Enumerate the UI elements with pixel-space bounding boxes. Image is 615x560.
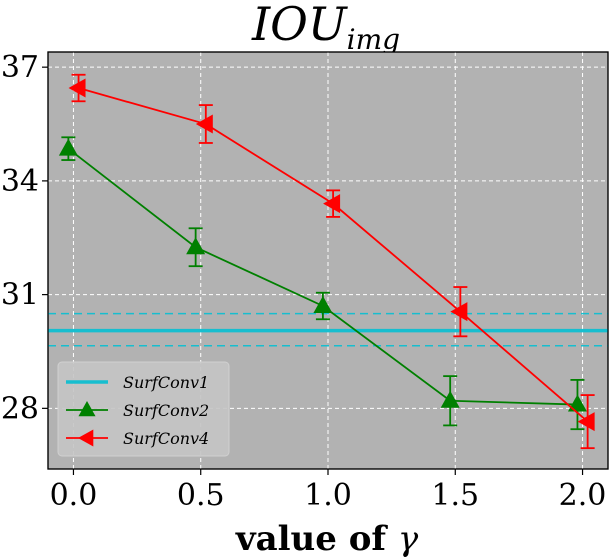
legend-label-surfconv1: SurfConv1 <box>123 373 209 392</box>
data-point <box>195 114 213 134</box>
baseline-layer <box>48 312 608 347</box>
y-tick-label: 28 <box>1 391 39 426</box>
series-layer <box>58 73 595 450</box>
axes: 0.0 0.5 1.0 1.5 2.0 28 31 34 37 <box>1 50 609 513</box>
x-tick-label: 1.0 <box>304 478 352 513</box>
plot-frame <box>47 51 609 470</box>
y-tick-label: 37 <box>1 50 39 85</box>
chart-title-main: IOU <box>251 0 349 51</box>
x-tick-label: 0.0 <box>50 478 98 513</box>
x-tick-label: 2.0 <box>559 478 607 513</box>
x-tick-label: 0.5 <box>177 478 225 513</box>
data-point <box>323 194 341 214</box>
data-point <box>567 394 587 412</box>
y-tick-label: 34 <box>1 164 39 199</box>
data-point <box>68 78 86 98</box>
series-surfconv4 <box>68 73 595 450</box>
x-axis-label-text: value of <box>235 519 398 559</box>
data-point <box>58 138 78 156</box>
legend-box <box>57 361 230 457</box>
legend-marker-surfconv2 <box>78 401 96 417</box>
x-axis-label: value of γ <box>235 519 419 559</box>
data-point <box>577 412 595 432</box>
legend-marker-surfconv4 <box>78 429 94 447</box>
legend-label-surfconv2: SurfConv2 <box>123 401 209 420</box>
series-surfconv2 <box>58 136 587 431</box>
legend: SurfConv1 SurfConv2 SurfConv4 <box>57 361 230 457</box>
legend-label-surfconv4: SurfConv4 <box>123 429 209 448</box>
chart-title-subscript: img <box>347 23 400 56</box>
data-point <box>313 295 333 313</box>
x-axis-label-symbol: γ <box>398 519 419 559</box>
data-point <box>450 302 468 322</box>
chart-title: IOUimg <box>251 0 400 56</box>
data-point <box>186 237 206 255</box>
data-point <box>440 390 460 408</box>
y-tick-label: 31 <box>1 278 39 313</box>
x-tick-label: 1.5 <box>431 478 479 513</box>
